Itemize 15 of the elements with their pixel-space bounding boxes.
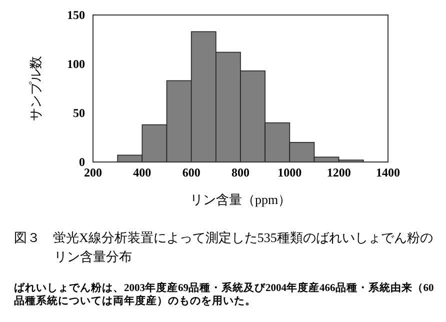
y-tick-label: 150 — [67, 8, 85, 22]
x-tick-label: 600 — [182, 166, 200, 180]
x-tick-label: 1200 — [326, 166, 351, 180]
x-tick-label: 800 — [232, 166, 250, 180]
x-tick-label: 200 — [84, 166, 102, 180]
text: 図３ 蛍光X線分析装置によって測定した535種類のばれいしょでん粉のリン含量分布 — [14, 229, 434, 266]
y-tick-label: 50 — [73, 106, 85, 120]
text: ばれいしょでん粉は、2003年度産69品種・系統及び2004年度産466品種・系統由来（60品種系統については両年度産）のものを用いた。 — [14, 282, 435, 308]
x-tick-label: 1400 — [376, 166, 400, 180]
x-tick-label: 1000 — [278, 166, 302, 180]
y-tick-label: 100 — [67, 56, 85, 71]
y-tick-label: 0 — [79, 154, 85, 169]
x-axis-title: リン含量（ppm） — [190, 192, 292, 207]
y-axis-title: サンプル数 — [28, 56, 43, 121]
x-tick-label: 400 — [133, 166, 152, 180]
